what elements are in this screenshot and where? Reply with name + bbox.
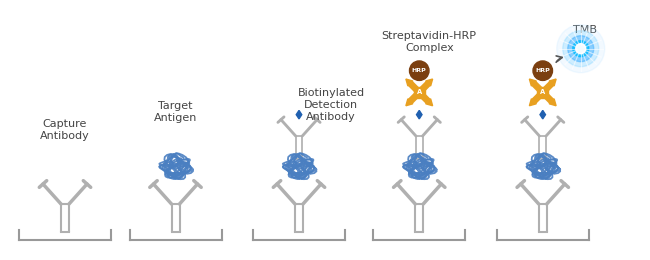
Polygon shape bbox=[296, 110, 302, 119]
Text: Target
Antigen: Target Antigen bbox=[154, 101, 197, 123]
Circle shape bbox=[563, 31, 599, 67]
Circle shape bbox=[533, 61, 552, 80]
Text: Biotinylated
Detection
Antibody: Biotinylated Detection Antibody bbox=[298, 88, 365, 122]
Text: Streptavidin-HRP
Complex: Streptavidin-HRP Complex bbox=[382, 31, 476, 53]
Polygon shape bbox=[540, 110, 545, 119]
Polygon shape bbox=[529, 79, 536, 86]
Circle shape bbox=[573, 41, 589, 57]
Polygon shape bbox=[549, 99, 556, 106]
Text: HRP: HRP bbox=[536, 68, 550, 73]
Bar bbox=[413, 87, 425, 98]
Circle shape bbox=[567, 36, 593, 62]
Polygon shape bbox=[549, 79, 556, 86]
Text: A: A bbox=[540, 89, 545, 95]
Circle shape bbox=[576, 44, 586, 54]
Bar bbox=[537, 87, 549, 98]
Circle shape bbox=[557, 25, 604, 73]
Polygon shape bbox=[417, 110, 422, 119]
Text: TMB: TMB bbox=[573, 25, 597, 35]
Polygon shape bbox=[426, 99, 433, 106]
Text: HRP: HRP bbox=[412, 68, 426, 73]
Polygon shape bbox=[529, 99, 536, 106]
Text: A: A bbox=[417, 89, 422, 95]
Circle shape bbox=[410, 61, 429, 80]
Text: Capture
Antibody: Capture Antibody bbox=[40, 119, 90, 141]
Polygon shape bbox=[426, 79, 433, 86]
Polygon shape bbox=[406, 99, 413, 106]
Polygon shape bbox=[406, 79, 413, 86]
